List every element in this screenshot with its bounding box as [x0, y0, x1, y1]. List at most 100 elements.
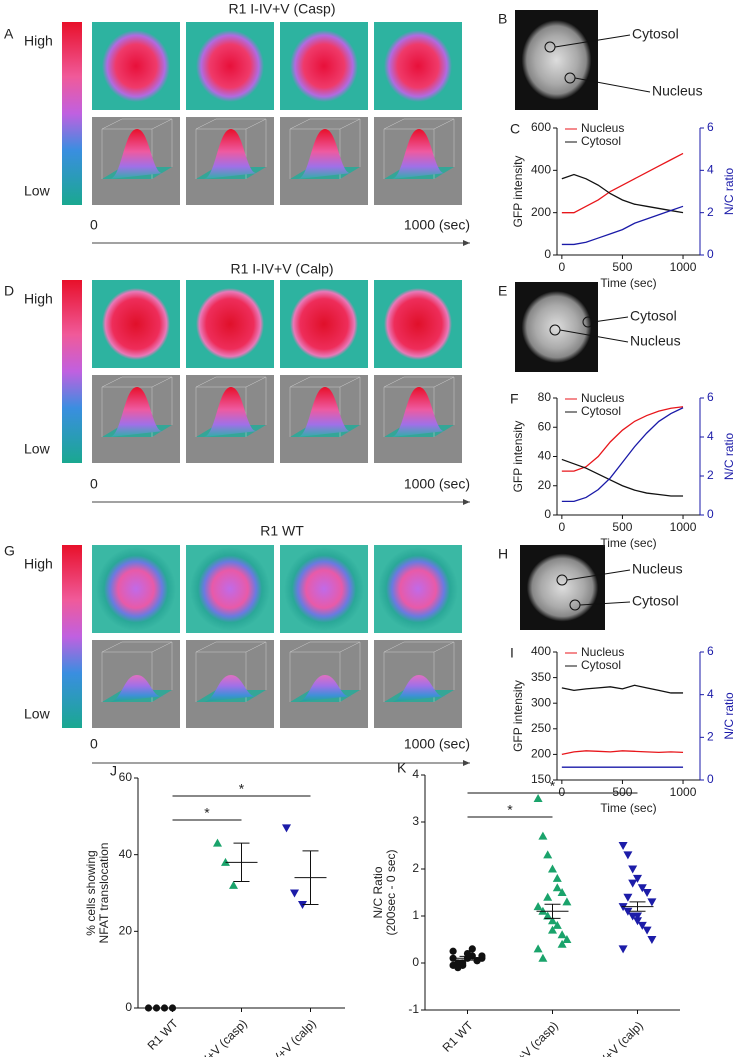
data-line: [561, 173, 684, 214]
x-tick-label: 0: [559, 785, 566, 799]
data-point: [623, 907, 633, 916]
heatmap-cell: [384, 30, 452, 102]
y-tick-label: 300: [531, 695, 551, 709]
x-tick-label: 0: [559, 260, 566, 274]
x-tick-label: R1 I-IV+V (calp): [248, 1016, 319, 1057]
x-tick-label: 1000: [670, 520, 697, 534]
data-point: [647, 898, 657, 907]
surface-peak: [110, 129, 164, 179]
time-end: 1000 (sec): [404, 217, 470, 233]
y-tick-label: 2: [412, 861, 419, 875]
x-axis-label: Time (sec): [600, 536, 656, 550]
y-tick-label: 40: [119, 847, 133, 861]
error-bar: [544, 903, 561, 919]
data-point: [473, 957, 481, 965]
time-start: 0: [90, 476, 98, 492]
data-point: [633, 917, 642, 926]
time-arrowhead: [463, 499, 470, 505]
error-bar: [302, 850, 319, 905]
y2-axis-label: N/C ratio: [722, 692, 736, 740]
y2-tick-label: 2: [707, 468, 714, 482]
roi-label: Nucleus: [630, 333, 681, 349]
data-point: [533, 902, 543, 911]
time-arrowhead: [463, 760, 470, 766]
x-axis-label: Time (sec): [600, 276, 656, 290]
data-point: [229, 880, 238, 889]
roi-label: Cytosol: [632, 26, 679, 42]
panel-letter: H: [498, 546, 508, 562]
x-tick-label: R1 I-IV+V (casp): [177, 1016, 250, 1057]
data-point: [618, 842, 628, 850]
x-tick-label: R1 I-IV+V (calp): [575, 1018, 646, 1057]
time-end: 1000 (sec): [404, 476, 470, 492]
colorbar: [62, 545, 82, 728]
panel-letter: E: [498, 283, 507, 299]
y-axis-label: (200sec - 0 sec): [384, 849, 398, 935]
x-tick-label: 500: [612, 785, 632, 799]
data-point: [552, 873, 562, 882]
data-point: [552, 883, 562, 892]
y-tick-label: 80: [538, 390, 552, 404]
y-tick-label: 4: [412, 767, 419, 781]
y-tick-label: 20: [538, 478, 552, 492]
y2-tick-label: 4: [707, 163, 714, 177]
y-tick-label: 3: [412, 814, 419, 828]
data-point: [562, 897, 572, 906]
panel-letter: A: [4, 26, 14, 42]
data-point: [160, 1004, 169, 1012]
leader-line: [574, 77, 651, 93]
data-point: [642, 889, 652, 897]
data-point: [152, 1004, 161, 1012]
y-tick-label: 20: [119, 924, 133, 938]
time-end: 1000 (sec): [404, 736, 470, 752]
y2-tick-label: 6: [707, 390, 714, 404]
heatmap-cell: [384, 288, 452, 360]
surface-peak: [204, 675, 258, 702]
leader-line: [592, 316, 629, 323]
data-point: [538, 953, 548, 962]
colorbar-low: Low: [24, 183, 51, 199]
panel-letter: F: [510, 391, 519, 407]
colorbar: [62, 22, 82, 205]
data-point: [552, 920, 562, 929]
data-point: [637, 921, 647, 930]
panel-letter: K: [397, 760, 407, 776]
surface-peak: [298, 129, 352, 179]
data-point: [633, 874, 642, 883]
heatmap-cell: [196, 288, 264, 360]
leader-line: [579, 601, 631, 606]
data-point: [449, 961, 457, 969]
significance-label: *: [204, 805, 210, 821]
colorbar-high: High: [24, 33, 53, 49]
data-point: [459, 959, 467, 967]
legend-label: Nucleus: [581, 391, 624, 405]
surface-peak: [110, 675, 164, 702]
data-point: [548, 925, 557, 934]
y2-tick-label: 4: [707, 429, 714, 443]
x-tick-label: R1 WT: [440, 1018, 477, 1055]
data-point: [618, 945, 628, 954]
surface-peak: [392, 387, 446, 437]
panel-letter: C: [510, 121, 520, 137]
heatmap-cell: [290, 30, 358, 102]
data-line: [561, 407, 684, 502]
colorbar-low: Low: [24, 441, 51, 457]
leader-line: [566, 569, 631, 581]
panel-letter: B: [498, 11, 507, 27]
error-bar: [629, 901, 646, 912]
surface-peak: [298, 675, 352, 702]
legend-label: Nucleus: [581, 121, 624, 135]
data-point: [538, 831, 548, 840]
data-point: [642, 926, 652, 935]
heatmap-cell: [284, 547, 364, 631]
data-line: [561, 406, 684, 472]
x-tick-label: 1000: [670, 785, 697, 799]
data-point: [562, 935, 572, 943]
y-axis-label: N/C Ratio: [371, 866, 385, 918]
y-tick-label: 0: [125, 1000, 132, 1014]
x-tick-label: 0: [559, 520, 566, 534]
significance-label: *: [550, 778, 556, 794]
colorbar-high: High: [24, 556, 53, 572]
y2-tick-label: 2: [707, 730, 714, 744]
